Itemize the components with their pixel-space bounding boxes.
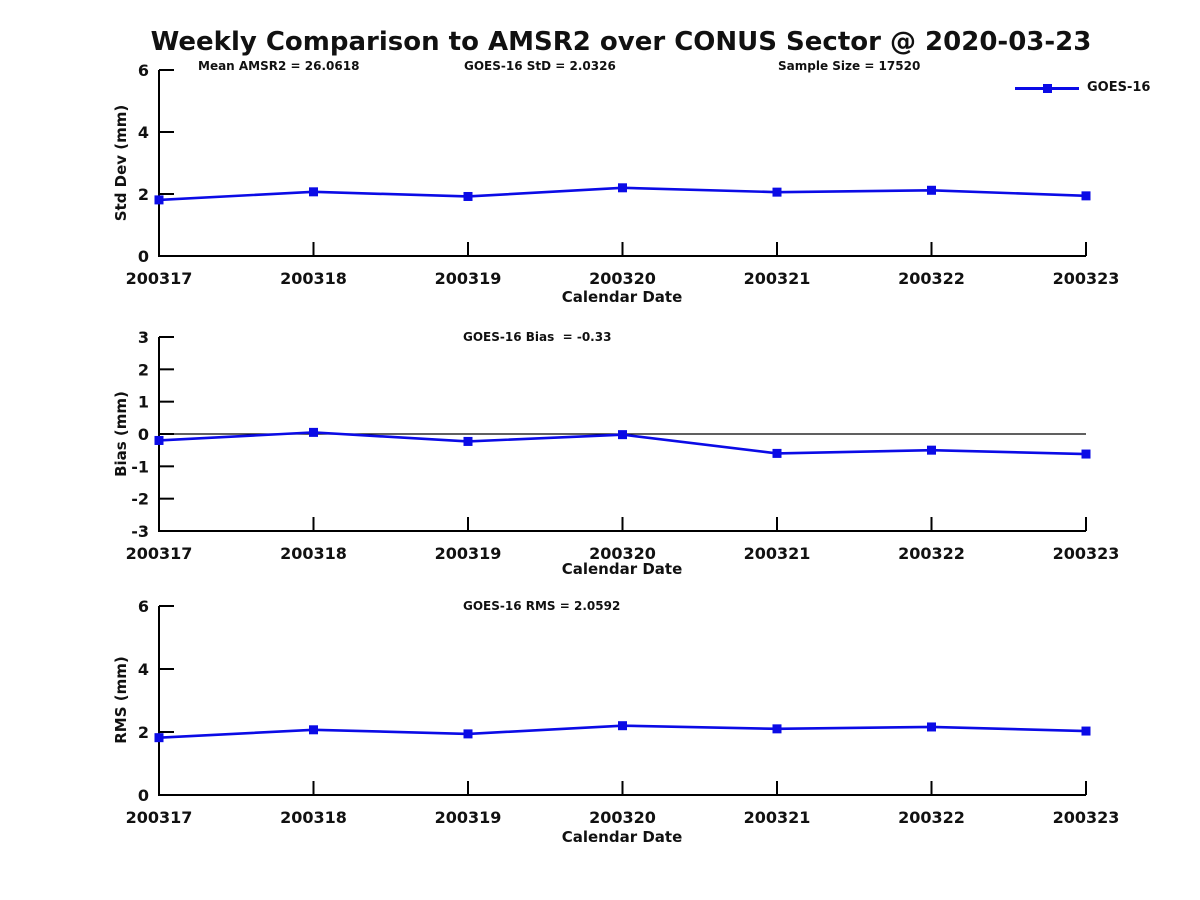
data-marker xyxy=(1081,191,1091,201)
x-tick-label: 200323 xyxy=(1053,544,1120,563)
data-marker xyxy=(927,722,936,732)
subplot-2: -3 -2 -1 0 1 2 3 200317 200318 200319 200320 200321… xyxy=(126,328,1120,563)
x-tick-label: 200318 xyxy=(280,808,347,827)
x-tick-label: 200322 xyxy=(898,269,965,288)
x-tick-label: 200317 xyxy=(126,544,193,563)
x-tick-label: 200321 xyxy=(744,808,811,827)
data-marker xyxy=(154,195,164,205)
y-tick-label: 0 xyxy=(138,247,149,266)
x-axis-label-3: Calendar Date xyxy=(561,828,683,846)
y-tick-label: -2 xyxy=(131,490,149,509)
data-marker xyxy=(1081,726,1091,736)
legend: GOES-16 xyxy=(1015,79,1185,99)
x-tick-label: 200322 xyxy=(898,808,965,827)
data-marker xyxy=(309,427,318,437)
x-axis-label-2: Calendar Date xyxy=(561,560,683,578)
x-tick-label: 200321 xyxy=(744,269,811,288)
data-marker xyxy=(309,725,318,735)
y-axis-label-rms: RMS (mm) xyxy=(112,656,130,744)
data-marker xyxy=(463,436,473,446)
data-marker xyxy=(463,729,473,739)
x-tick-label: 200317 xyxy=(126,269,193,288)
legend-label: GOES-16 xyxy=(1087,80,1151,95)
data-marker xyxy=(1081,449,1091,459)
data-marker xyxy=(772,724,782,734)
y-tick-label: 2 xyxy=(138,360,149,379)
y-tick-label: 3 xyxy=(138,328,149,347)
data-marker xyxy=(154,733,164,743)
annotation-sample-size: Sample Size = 17520 xyxy=(778,59,921,73)
data-marker xyxy=(463,191,473,201)
y-axis-label-stddev: Std Dev (mm) xyxy=(112,104,130,222)
data-marker xyxy=(927,445,936,455)
x-tick-label: 200318 xyxy=(280,544,347,563)
y-tick-label: 2 xyxy=(138,185,149,204)
x-tick-label: 200319 xyxy=(435,269,502,288)
annotation-mean-amsr2: Mean AMSR2 = 26.0618 xyxy=(198,59,360,73)
x-tick-label: 200319 xyxy=(435,544,502,563)
x-tick-label: 200321 xyxy=(744,544,811,563)
x-tick-label: 200317 xyxy=(126,808,193,827)
x-axis-label-1: Calendar Date xyxy=(561,288,683,306)
data-marker xyxy=(927,185,936,195)
figure-title: Weekly Comparison to AMSR2 over CONUS Se… xyxy=(150,27,1092,57)
data-marker xyxy=(772,187,782,197)
x-tick-label: 200322 xyxy=(898,544,965,563)
legend-marker-icon xyxy=(1043,84,1052,93)
x-tick-label: 200323 xyxy=(1053,808,1120,827)
x-tick-label: 200320 xyxy=(589,544,656,563)
y-axis-label-bias: Bias (mm) xyxy=(112,391,130,477)
y-tick-label: 2 xyxy=(138,723,149,742)
y-tick-label: -3 xyxy=(131,522,149,541)
data-marker xyxy=(618,183,627,193)
y-tick-label: -1 xyxy=(131,457,149,476)
subplot-3: 0 2 4 6 200317 200318 200319 200320 200321 200322… xyxy=(126,597,1120,827)
x-tick-label: 200319 xyxy=(435,808,502,827)
data-marker xyxy=(618,721,627,731)
y-tick-label: 6 xyxy=(138,61,149,80)
annotation-goes16-rms: GOES-16 RMS = 2.0592 xyxy=(463,599,621,613)
y-tick-label: 4 xyxy=(138,123,149,142)
annotation-goes16-bias: GOES-16 Bias = -0.33 xyxy=(463,330,612,344)
x-tick-label: 200318 xyxy=(280,269,347,288)
y-tick-label: 0 xyxy=(138,425,149,444)
y-tick-label: 4 xyxy=(138,660,149,679)
y-tick-label: 6 xyxy=(138,597,149,616)
data-marker xyxy=(309,187,318,197)
x-tick-label: 200320 xyxy=(589,269,656,288)
data-marker xyxy=(154,435,164,445)
x-tick-label: 200320 xyxy=(589,808,656,827)
x-tick-label: 200323 xyxy=(1053,269,1120,288)
axis-frame xyxy=(158,70,1086,257)
annotation-goes16-std: GOES-16 StD = 2.0326 xyxy=(464,59,616,73)
y-tick-label: 1 xyxy=(138,393,149,412)
y-tick-label: 0 xyxy=(138,786,149,805)
subplot-1: 0 2 4 6 200317 200318 200319 200320 200321 200322… xyxy=(126,61,1120,288)
data-marker xyxy=(772,448,782,458)
data-marker xyxy=(618,430,627,440)
axis-frame xyxy=(158,606,1086,796)
